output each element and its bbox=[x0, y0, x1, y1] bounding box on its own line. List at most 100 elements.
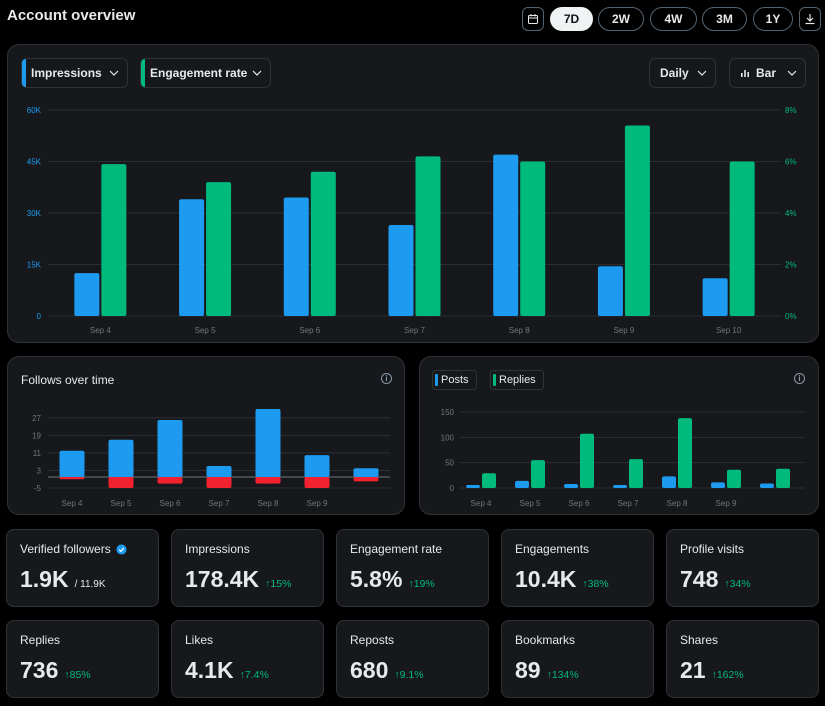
chevron-down-icon bbox=[697, 70, 707, 76]
posts-bar bbox=[515, 480, 529, 488]
stat-label: Engagement rate bbox=[350, 542, 442, 556]
unfollows-bar bbox=[353, 477, 379, 482]
replies-bar bbox=[776, 468, 790, 488]
stat-label: Replies bbox=[20, 633, 60, 647]
unfollows-bar bbox=[59, 477, 85, 480]
y-right-tick: 0% bbox=[785, 312, 797, 321]
replies-bar bbox=[580, 433, 594, 488]
x-tick: Sep 6 bbox=[160, 499, 181, 508]
range-3m-button[interactable]: 3M bbox=[702, 7, 747, 31]
stat-label-text: Verified followers bbox=[20, 542, 111, 556]
stat-delta-value: 34% bbox=[729, 578, 751, 590]
posts-replies-panel: i 150 100 50 0 Sep 4 Sep 5 Sep 6 Sep 7 Sep 8 Sep … bbox=[419, 356, 819, 515]
y-tick: 150 bbox=[441, 408, 455, 417]
y-left-tick: 45K bbox=[27, 158, 42, 167]
stat-value-row: 4.1K ↑7.4% bbox=[185, 657, 269, 684]
metric-left-dropdown[interactable]: Impressions bbox=[21, 58, 128, 88]
stat-label: Shares bbox=[680, 633, 718, 647]
range-4w-button[interactable]: 4W bbox=[650, 7, 697, 31]
y-right-tick: 2% bbox=[785, 261, 797, 270]
stat-card-bookmarks[interactable]: Bookmarks 89 ↑134% bbox=[501, 620, 654, 698]
stat-value: 21 bbox=[680, 657, 706, 683]
range-1y-button[interactable]: 1Y bbox=[753, 7, 793, 31]
granularity-dropdown[interactable]: Daily bbox=[649, 58, 716, 88]
stat-value: 4.1K bbox=[185, 657, 234, 683]
stat-card-impressions[interactable]: Impressions 178.4K ↑15% bbox=[171, 529, 324, 607]
stat-label-text: Profile visits bbox=[680, 542, 745, 556]
impressions-bar bbox=[702, 278, 728, 316]
x-tick: Sep 4 bbox=[62, 499, 83, 508]
arrow-up-icon: ↑ bbox=[394, 669, 400, 681]
stat-value-row: 10.4K ↑38% bbox=[515, 566, 609, 593]
stat-card-engagements[interactable]: Engagements 10.4K ↑38% bbox=[501, 529, 654, 607]
download-icon bbox=[805, 14, 815, 25]
stat-delta-value: 7.4% bbox=[244, 669, 269, 681]
calendar-button[interactable] bbox=[522, 7, 544, 31]
follows-bar bbox=[353, 468, 379, 478]
impressions-bar bbox=[179, 199, 205, 316]
x-tick: Sep 7 bbox=[209, 499, 230, 508]
download-button[interactable] bbox=[799, 7, 821, 31]
stat-sub: / 11.9K bbox=[74, 579, 106, 590]
stat-value-row: 736 ↑85% bbox=[20, 657, 91, 684]
stat-delta: ↑134% bbox=[547, 669, 579, 681]
x-tick: Sep 5 bbox=[111, 499, 132, 508]
y-left-tick: 60K bbox=[27, 106, 42, 115]
stat-card-reposts[interactable]: Reposts 680 ↑9.1% bbox=[336, 620, 489, 698]
range-2w-button[interactable]: 2W bbox=[598, 7, 644, 31]
x-tick: Sep 8 bbox=[509, 326, 530, 335]
stat-card-engagement-rate[interactable]: Engagement rate 5.8% ↑19% bbox=[336, 529, 489, 607]
stat-label: Likes bbox=[185, 633, 213, 647]
unfollows-bar bbox=[255, 477, 281, 484]
impressions-bar bbox=[74, 273, 100, 316]
engagement-rate-bar bbox=[415, 156, 441, 316]
replies-bar bbox=[629, 459, 643, 488]
impressions-bar bbox=[388, 225, 414, 316]
y-right-tick: 4% bbox=[785, 209, 797, 218]
engagement-rate-bar bbox=[729, 161, 755, 316]
legend-replies[interactable]: Replies bbox=[490, 370, 544, 390]
stat-label-text: Engagement rate bbox=[350, 542, 443, 556]
engagement-rate-bar bbox=[310, 171, 336, 316]
stat-delta-value: 19% bbox=[413, 578, 435, 590]
stat-value: 680 bbox=[350, 657, 389, 683]
stat-delta-value: 134% bbox=[551, 669, 579, 681]
stat-delta: ↑15% bbox=[265, 578, 291, 590]
range-7d-button[interactable]: 7D bbox=[550, 7, 593, 31]
engagement-rate-bar bbox=[101, 164, 127, 316]
stat-card-profile-visits[interactable]: Profile visits 748 ↑34% bbox=[666, 529, 819, 607]
stat-label-text: Shares bbox=[680, 633, 719, 647]
arrow-up-icon: ↑ bbox=[546, 669, 552, 681]
info-icon[interactable]: i bbox=[381, 373, 392, 384]
chart-type-dropdown[interactable]: Bar bbox=[729, 58, 806, 88]
legend-replies-label: Replies bbox=[499, 374, 536, 386]
stat-value-row: 748 ↑34% bbox=[680, 566, 751, 593]
info-icon[interactable]: i bbox=[794, 373, 805, 384]
stat-label: Bookmarks bbox=[515, 633, 575, 647]
y-tick: -5 bbox=[34, 484, 42, 493]
stat-value-row: 680 ↑9.1% bbox=[350, 657, 424, 684]
chevron-down-icon bbox=[109, 70, 119, 76]
y-tick: 50 bbox=[445, 459, 454, 468]
follows-bar bbox=[108, 439, 134, 478]
metric-right-dropdown[interactable]: Engagement rate bbox=[140, 58, 271, 88]
stat-card-shares[interactable]: Shares 21 ↑162% bbox=[666, 620, 819, 698]
replies-bar bbox=[531, 460, 545, 488]
posts-bar bbox=[760, 483, 774, 488]
stat-card-replies[interactable]: Replies 736 ↑85% bbox=[6, 620, 159, 698]
arrow-up-icon: ↑ bbox=[64, 669, 70, 681]
chevron-down-icon bbox=[252, 70, 262, 76]
stat-card-verified-followers[interactable]: Verified followers 1.9K / 11.9K bbox=[6, 529, 159, 607]
stat-delta: ↑85% bbox=[64, 669, 90, 681]
follows-chart-svg: 27 19 11 3 -5 Sep 4 Sep 5 Sep 6 Sep 7 Sep 8 Sep 9 bbox=[32, 409, 390, 508]
stat-delta-value: 15% bbox=[270, 578, 292, 590]
main-chart-svg: 0 15K 30K 45K 60K 0% 2% 4% 6% 8% Sep 4 Sep 5 Sep 6 Se… bbox=[27, 106, 797, 335]
x-tick: Sep 9 bbox=[307, 499, 328, 508]
posts-bar bbox=[662, 476, 676, 488]
unfollows-bar bbox=[157, 477, 183, 484]
y-right-tick: 8% bbox=[785, 106, 797, 115]
x-tick: Sep 10 bbox=[716, 326, 742, 335]
follows-bar bbox=[304, 455, 330, 478]
stat-card-likes[interactable]: Likes 4.1K ↑7.4% bbox=[171, 620, 324, 698]
legend-posts[interactable]: Posts bbox=[432, 370, 477, 390]
